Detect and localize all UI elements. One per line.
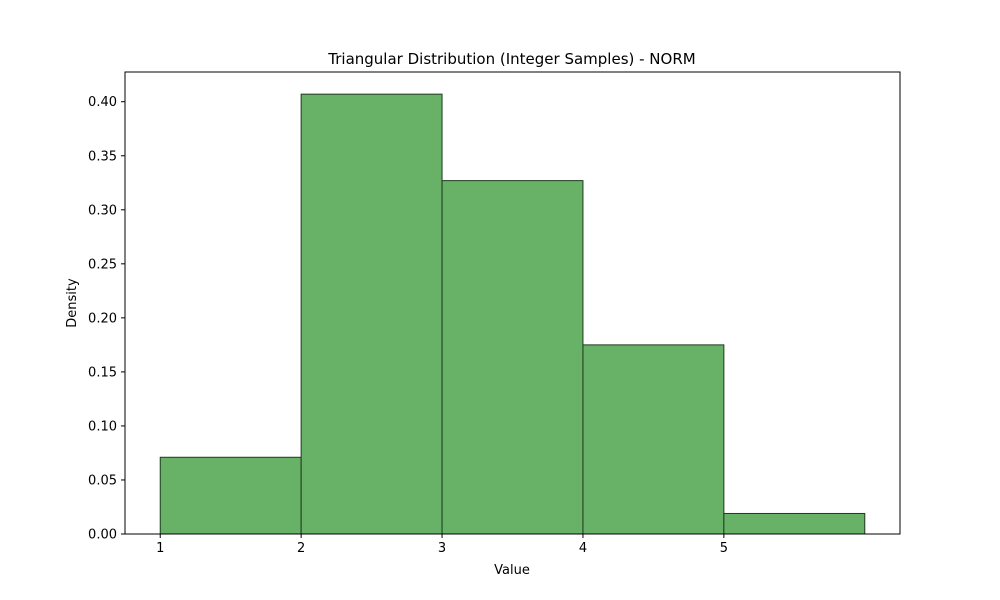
y-tick-label: 0.40 bbox=[88, 95, 117, 110]
histogram-bar-1 bbox=[159, 456, 302, 535]
histogram-bar-4 bbox=[582, 344, 725, 535]
x-tick-label: 5 bbox=[720, 541, 728, 556]
x-axis-ticks: 1 2 3 4 5 bbox=[156, 534, 728, 556]
histogram-bar-5 bbox=[723, 512, 866, 535]
y-tick-label: 0.10 bbox=[88, 419, 117, 434]
y-axis-label: Density bbox=[65, 278, 80, 328]
y-axis-ticks: 0.00 0.05 0.10 0.15 0.20 0.25 0.30 0.35 0.40 bbox=[88, 95, 125, 543]
y-tick-label: 0.30 bbox=[88, 203, 117, 218]
x-tick-label: 4 bbox=[579, 541, 587, 556]
x-tick-label: 1 bbox=[156, 541, 164, 556]
chart-title: Triangular Distribution (Integer Samples… bbox=[327, 50, 695, 68]
y-tick-label: 0.15 bbox=[88, 365, 117, 380]
y-tick-label: 0.25 bbox=[88, 257, 117, 272]
histogram-bar-3 bbox=[441, 180, 584, 535]
y-tick-label: 0.20 bbox=[88, 311, 117, 326]
y-tick-label: 0.00 bbox=[88, 528, 117, 543]
x-tick-label: 2 bbox=[297, 541, 305, 556]
y-tick-label: 0.35 bbox=[88, 149, 117, 164]
y-tick-label: 0.05 bbox=[88, 473, 117, 488]
x-tick-label: 3 bbox=[438, 541, 446, 556]
histogram-bar-2 bbox=[300, 93, 443, 535]
plot-frame bbox=[124, 71, 901, 535]
bars-group bbox=[159, 93, 866, 535]
x-axis-label: Value bbox=[494, 563, 530, 578]
